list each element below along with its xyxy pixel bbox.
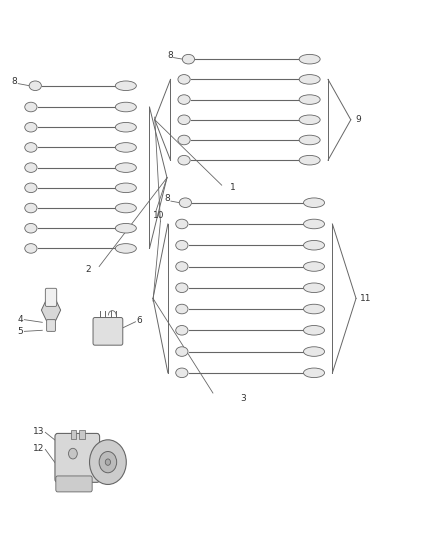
Ellipse shape: [115, 81, 136, 91]
Ellipse shape: [298, 54, 319, 64]
Ellipse shape: [182, 54, 194, 64]
Ellipse shape: [115, 163, 136, 172]
Text: 8: 8: [164, 195, 170, 204]
Ellipse shape: [25, 244, 37, 253]
Ellipse shape: [115, 244, 136, 253]
Text: 12: 12: [33, 444, 44, 453]
Ellipse shape: [25, 203, 37, 213]
Ellipse shape: [303, 219, 324, 229]
Circle shape: [89, 440, 126, 484]
Circle shape: [68, 448, 77, 459]
FancyBboxPatch shape: [45, 288, 57, 306]
Ellipse shape: [177, 156, 190, 165]
Bar: [79, 430, 85, 439]
Text: 9: 9: [354, 115, 360, 124]
FancyBboxPatch shape: [55, 433, 99, 482]
Ellipse shape: [298, 75, 319, 84]
FancyBboxPatch shape: [56, 476, 92, 492]
Text: 1: 1: [229, 183, 235, 192]
Bar: [71, 430, 76, 439]
Ellipse shape: [25, 102, 37, 112]
Circle shape: [105, 459, 110, 465]
Ellipse shape: [303, 283, 324, 293]
Ellipse shape: [177, 75, 190, 84]
Text: 6: 6: [136, 316, 142, 325]
Ellipse shape: [175, 347, 187, 357]
Ellipse shape: [179, 198, 191, 207]
Ellipse shape: [177, 115, 190, 125]
Text: 4: 4: [18, 315, 23, 324]
Ellipse shape: [115, 183, 136, 192]
Ellipse shape: [25, 163, 37, 172]
Text: 5: 5: [18, 327, 23, 336]
Text: 2: 2: [85, 265, 91, 273]
Ellipse shape: [175, 368, 187, 377]
Ellipse shape: [303, 347, 324, 357]
FancyBboxPatch shape: [93, 318, 123, 345]
Ellipse shape: [25, 123, 37, 132]
Ellipse shape: [115, 102, 136, 112]
Ellipse shape: [175, 240, 187, 250]
Ellipse shape: [175, 283, 187, 293]
Text: 10: 10: [152, 212, 164, 221]
Text: 8: 8: [11, 77, 17, 86]
Ellipse shape: [115, 123, 136, 132]
Ellipse shape: [25, 223, 37, 233]
Ellipse shape: [177, 95, 190, 104]
Ellipse shape: [303, 326, 324, 335]
Ellipse shape: [303, 262, 324, 271]
FancyBboxPatch shape: [46, 320, 55, 332]
Ellipse shape: [115, 203, 136, 213]
Ellipse shape: [115, 143, 136, 152]
Text: 13: 13: [33, 427, 44, 436]
Ellipse shape: [175, 262, 187, 271]
Ellipse shape: [303, 304, 324, 314]
Ellipse shape: [25, 183, 37, 192]
Ellipse shape: [175, 304, 187, 314]
Ellipse shape: [175, 219, 187, 229]
Ellipse shape: [29, 81, 41, 91]
Ellipse shape: [298, 115, 319, 125]
Circle shape: [99, 451, 117, 473]
Ellipse shape: [25, 143, 37, 152]
Ellipse shape: [303, 240, 324, 250]
Ellipse shape: [298, 135, 319, 145]
Ellipse shape: [177, 135, 190, 145]
Text: 3: 3: [240, 394, 246, 403]
Ellipse shape: [303, 368, 324, 377]
Ellipse shape: [298, 156, 319, 165]
Text: 11: 11: [360, 294, 371, 303]
Ellipse shape: [115, 223, 136, 233]
Ellipse shape: [303, 198, 324, 207]
Ellipse shape: [298, 95, 319, 104]
Text: 8: 8: [166, 51, 172, 60]
Ellipse shape: [175, 326, 187, 335]
